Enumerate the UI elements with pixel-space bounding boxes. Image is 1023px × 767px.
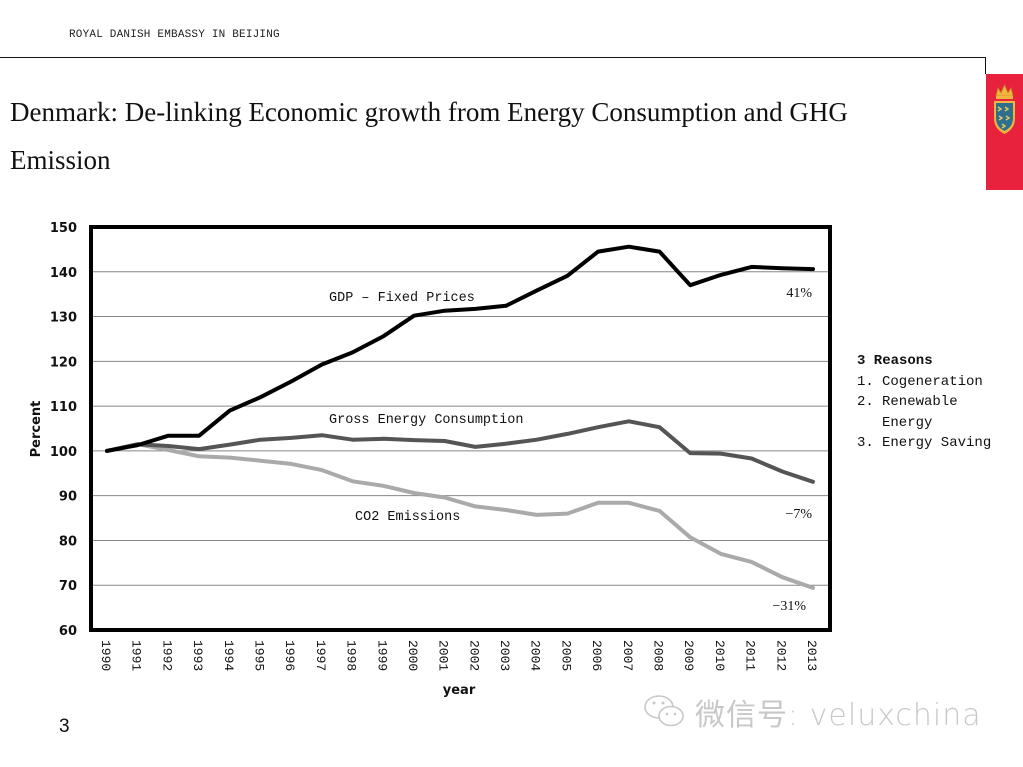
series-lines [105,244,815,590]
header-divider-corner [985,57,986,74]
x-tick-label: 2002 [466,640,481,671]
x-tick-label: 2003 [497,640,512,671]
slide-number: 3 [59,716,70,737]
y-tick-label: 80 [59,534,77,549]
x-tick-label: 2010 [712,640,727,671]
end-label-co2: −31% [772,599,806,614]
reason-text: Energy Saving [882,435,992,451]
gridlines [91,271,830,586]
reasons-list: 3 Reasons 1. Cogeneration 2. Renewable E… [857,351,991,454]
series-label-energy: Gross Energy Consumption [329,413,523,428]
reasons-title: 3 Reasons [857,353,933,369]
x-tick-label: 2011 [743,640,758,671]
x-tick-labels: 1990 1991 1992 1993 1994 1995 1996 1997 1998 1999… [98,640,819,671]
y-tick-label: 70 [59,579,77,594]
x-tick-label: 1994 [221,640,236,671]
y-tick-label: 100 [50,445,77,460]
x-tick-label: 1996 [282,640,297,671]
x-tick-label: 1990 [98,640,113,671]
reason-number: 3. [857,435,874,451]
reason-item: 3. Energy Saving [857,433,991,454]
x-tick-label: 2012 [773,640,788,671]
y-tick-labels: 60 70 80 90 100 110 120 130 140 150 [50,221,77,639]
series-line-co2 [105,442,815,590]
x-tick-label: 1999 [374,640,389,671]
brand-band [986,74,1023,190]
x-tick-label: 2013 [804,640,819,671]
y-tick-label: 110 [50,400,77,415]
x-tick-label: 1995 [251,640,266,671]
reason-number: 2. [857,394,874,410]
x-tick-label: 2004 [528,640,543,671]
reason-item: 1. Cogeneration [857,372,991,393]
x-tick-label: 2006 [589,640,604,671]
watermark: 微信号: veluxchina [643,690,982,734]
end-label-energy: −7% [785,507,812,522]
y-axis-title: Percent [29,401,44,458]
header-divider [0,57,986,58]
x-tick-label: 2008 [651,640,666,671]
series-line-gdp [105,244,815,453]
watermark-text: 微信号: veluxchina [695,698,982,733]
x-tick-label: 1997 [313,640,328,671]
series-label-gdp: GDP – Fixed Prices [329,291,475,306]
x-tick-label: 2000 [405,640,420,671]
x-tick-label: 1992 [159,640,174,671]
x-tick-label: 1998 [344,640,359,671]
x-tick-label: 1991 [129,640,144,671]
series-line-energy [105,419,815,484]
end-label-gdp: 41% [786,286,812,301]
series-label-co2: CO2 Emissions [355,510,460,525]
x-tick-label: 1993 [190,640,205,671]
x-axis-title: year [443,683,476,698]
y-tick-label: 60 [59,624,77,639]
x-tick-label: 2007 [620,640,635,671]
plot-frame [89,225,832,632]
reason-text: Renewable Energy [882,394,958,431]
y-tick-label: 150 [50,221,77,236]
y-tick-label: 90 [59,490,77,505]
coat-of-arms-icon [994,84,1015,134]
reason-number: 1. [857,373,874,390]
slide-title: Denmark: De-linking Economic growth from… [10,97,848,175]
reason-text: Cogeneration [882,373,983,390]
y-tick-label: 130 [50,311,77,326]
x-tick-label: 2005 [558,640,573,671]
y-tick-label: 140 [50,266,77,281]
y-tick-label: 120 [50,355,77,370]
wechat-icon [644,695,684,727]
organization-header: ROYAL DANISH EMBASSY IN BEIJING [69,29,280,41]
reason-item: 2. Renewable Energy [857,392,991,433]
x-tick-label: 2009 [681,640,696,671]
x-tick-label: 2001 [436,640,451,671]
